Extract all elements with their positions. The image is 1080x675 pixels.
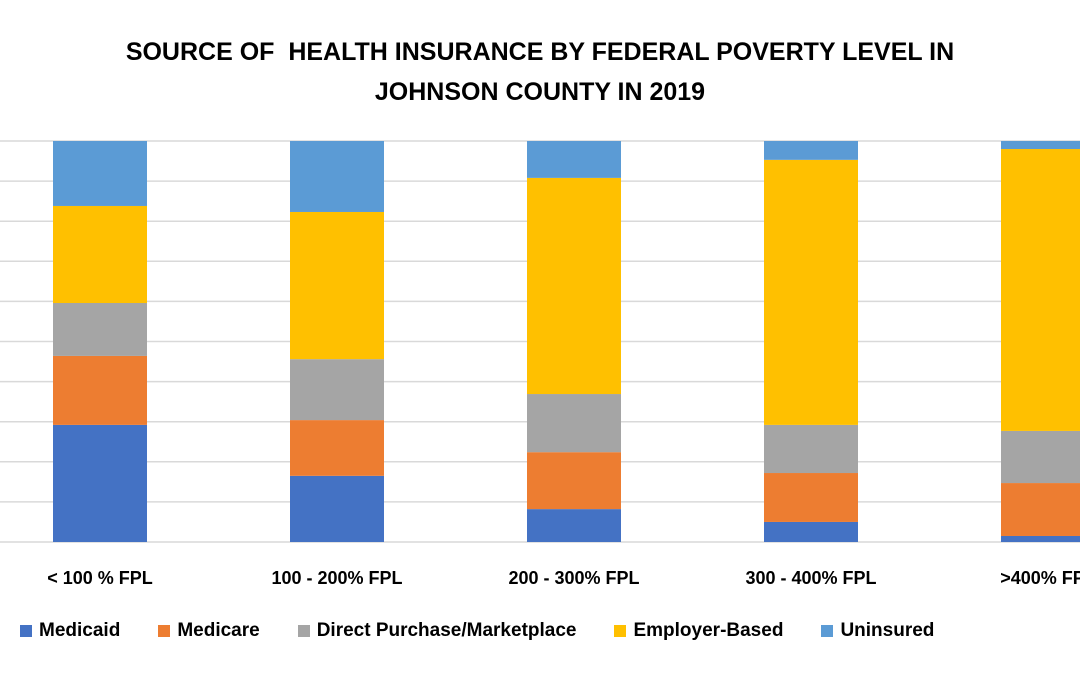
legend-item: Uninsured xyxy=(821,620,934,642)
stacked-bar-chart: < 100 % FPL 100 - 200% FPL 200 - 300% FPL 3… xyxy=(0,140,1080,588)
x-tick-label: < 100 % FPL xyxy=(47,568,153,588)
legend-label: Direct Purchase/Marketplace xyxy=(316,620,577,641)
bar-segment-employer-based xyxy=(1001,149,1080,431)
chart-title-line-1: SOURCE OF HEALTH INSURANCE BY FEDERAL PO… xyxy=(125,38,955,66)
x-tick-label: >400% FPL xyxy=(1000,568,1080,588)
legend-label: Employer-Based xyxy=(633,620,784,641)
bar-segment-uninsured xyxy=(764,141,858,160)
bar-segment-employer-based xyxy=(764,159,858,425)
bar-segment-employer-based xyxy=(290,211,384,360)
legend-swatch xyxy=(158,625,171,637)
bar-segment-direct-purchase-marketplace xyxy=(53,303,147,356)
bar-segment-direct-purchase-marketplace xyxy=(527,394,621,453)
legend-item: Employer-Based xyxy=(614,620,783,642)
legend-swatch xyxy=(297,625,310,637)
bar-segment-uninsured xyxy=(1001,141,1080,150)
legend-label: Medicaid xyxy=(39,620,121,641)
bar-segment-uninsured xyxy=(527,141,621,178)
bar-segment-direct-purchase-marketplace xyxy=(290,359,384,421)
bar-segment-medicaid xyxy=(527,509,621,542)
bar-segment-medicare xyxy=(527,452,621,510)
bar-segment-employer-based xyxy=(53,205,147,304)
bar-segment-medicare xyxy=(290,420,384,476)
bar-segment-direct-purchase-marketplace xyxy=(764,424,858,474)
bar-segment-medicaid xyxy=(764,521,858,542)
bar-segment-uninsured xyxy=(290,141,384,212)
legend-item: Direct Purchase/Marketplace xyxy=(297,620,577,642)
chart-title-line-2: JOHNSON COUNTY IN 2019 xyxy=(374,78,706,106)
legend-item: Medicaid xyxy=(20,620,120,642)
legend-label: Medicare xyxy=(177,620,260,641)
bar-segment-employer-based xyxy=(527,177,621,395)
bar-segment-direct-purchase-marketplace xyxy=(1001,430,1080,484)
legend-label: Uninsured xyxy=(840,620,935,641)
x-tick-label: 100 - 200% FPL xyxy=(271,568,402,588)
legend-swatch xyxy=(614,625,627,637)
bar-segment-medicare xyxy=(1001,483,1080,536)
bar-segment-uninsured xyxy=(53,141,147,206)
bar-segment-medicare xyxy=(764,473,858,522)
legend-swatch xyxy=(20,625,32,637)
x-tick-label: 300 - 400% FPL xyxy=(745,568,876,588)
bar-segment-medicare xyxy=(53,355,147,425)
chart-title: SOURCE OF HEALTH INSURANCE BY FEDERAL PO… xyxy=(0,32,1080,112)
bar-segment-medicaid xyxy=(53,424,147,542)
legend-swatch xyxy=(821,625,834,637)
x-tick-label: 200 - 300% FPL xyxy=(508,568,639,588)
legend: Medicaid Medicare Direct Purchase/Marketpl… xyxy=(20,620,972,642)
bar-segment-medicaid xyxy=(1001,535,1080,542)
legend-item: Medicare xyxy=(158,620,260,642)
bar-segment-medicaid xyxy=(290,475,384,542)
